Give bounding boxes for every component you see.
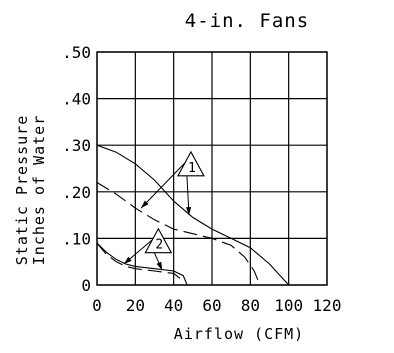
plot-frame bbox=[96, 51, 328, 286]
y-tick-label-1: .10 bbox=[62, 229, 91, 248]
x-tick-label-2: 40 bbox=[164, 296, 183, 315]
y-tick-label-5: .50 bbox=[62, 43, 91, 62]
callout-arrowhead-1-0 bbox=[141, 200, 149, 209]
callout-label-2: 2 bbox=[155, 238, 163, 253]
series-group bbox=[96, 144, 290, 286]
series-line-2-dashed bbox=[96, 242, 182, 286]
chart-title: 4-in. Fans bbox=[185, 10, 309, 32]
y-tick-label-2: .20 bbox=[62, 183, 91, 202]
series-line-2-solid bbox=[96, 242, 188, 286]
callout-arrowhead-2-0 bbox=[123, 256, 132, 265]
y-tick-label-0: 0 bbox=[81, 276, 91, 295]
series-line-1-solid bbox=[96, 144, 290, 286]
y-axis-label-line-1: Static Pressure bbox=[13, 115, 31, 265]
annotation-group: 12 bbox=[123, 150, 205, 271]
tick-labels: 0 20 40 60 80 100 120 0 .10 .20 .30 .40 .50 bbox=[62, 43, 341, 315]
plot-grid bbox=[96, 51, 328, 286]
x-tick-label-0: 0 bbox=[92, 296, 102, 315]
callout-label-1: 1 bbox=[188, 161, 196, 176]
series-line-1-dashed bbox=[96, 182, 261, 286]
y-axis-label-line-2: Inches of Water bbox=[30, 115, 48, 265]
callout-arrowhead-1-1 bbox=[185, 206, 192, 216]
x-tick-label-1: 20 bbox=[126, 296, 145, 315]
x-tick-label-4: 80 bbox=[241, 296, 260, 315]
x-tick-label-5: 100 bbox=[274, 296, 303, 315]
x-axis-label: Airflow (CFM) bbox=[174, 325, 304, 343]
y-tick-label-3: .30 bbox=[62, 136, 91, 155]
callout-leader-1-0 bbox=[140, 162, 186, 209]
callout-arrowhead-2-1 bbox=[156, 261, 163, 271]
x-tick-label-3: 60 bbox=[202, 296, 221, 315]
y-tick-label-4: .40 bbox=[62, 90, 91, 109]
x-tick-label-6: 120 bbox=[313, 296, 342, 315]
y-axis-label: Static Pressure Inches of Water bbox=[13, 115, 48, 265]
